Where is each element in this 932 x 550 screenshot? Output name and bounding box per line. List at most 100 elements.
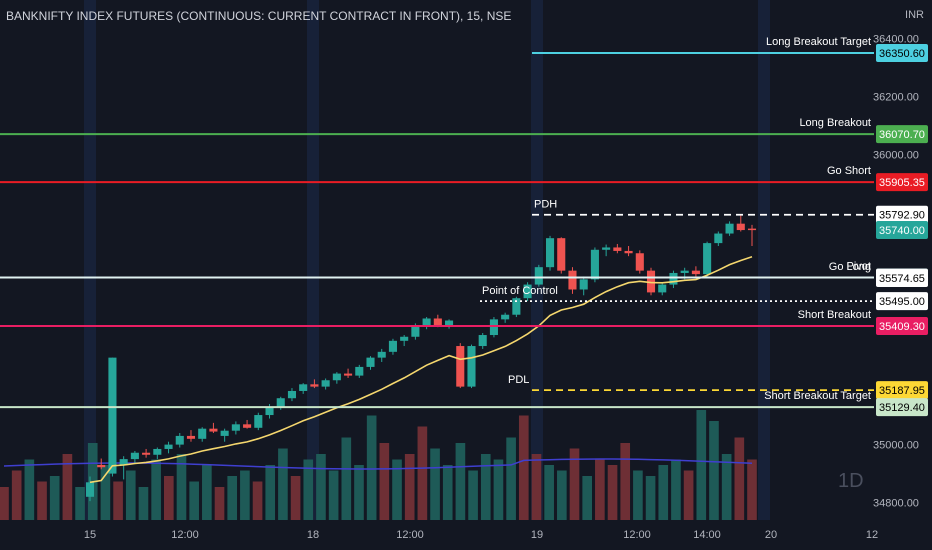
level-label: PDH xyxy=(534,199,557,211)
volume-bar xyxy=(582,476,593,520)
level-label: PDL xyxy=(508,374,529,386)
candle-body xyxy=(512,298,521,315)
price-tag-label: 35187.95 xyxy=(879,385,925,397)
volume-bar xyxy=(100,465,111,520)
time-axis-tick: 12 xyxy=(866,529,878,541)
volume-bar xyxy=(11,470,22,520)
price-axis-tick: 36000.00 xyxy=(873,150,919,162)
candle-body xyxy=(377,351,386,358)
volume-bar xyxy=(75,487,85,520)
volume-bar xyxy=(341,437,352,520)
candle-body xyxy=(97,464,106,468)
candle-body xyxy=(445,320,454,326)
price-tag xyxy=(876,292,928,311)
volume-bar xyxy=(176,454,187,520)
candle-body xyxy=(579,279,588,290)
candle-body xyxy=(265,406,274,416)
candle-body xyxy=(142,452,151,455)
candle-body xyxy=(635,253,644,271)
volume-bar xyxy=(404,454,415,520)
volume-bar xyxy=(645,476,656,520)
time-axis-tick: 12:00 xyxy=(623,529,651,541)
price-tag xyxy=(876,269,928,288)
candle-body xyxy=(400,336,409,341)
candle-body xyxy=(164,444,173,449)
level-label: Go Long xyxy=(829,261,871,273)
volume-bar xyxy=(265,465,276,520)
candle-body xyxy=(119,459,128,465)
level-label: Go Short xyxy=(827,165,871,177)
candle-body xyxy=(590,249,599,280)
candle-body xyxy=(209,428,218,432)
volume-bar xyxy=(518,415,529,520)
level-label: Long Breakout xyxy=(799,117,871,129)
volume-bar xyxy=(278,448,288,520)
price-axis-tick: 36200.00 xyxy=(873,92,919,104)
volume-bar xyxy=(417,426,428,520)
candle-body xyxy=(568,270,577,290)
price-tag-label: 35495.00 xyxy=(879,296,925,308)
volume-bar xyxy=(227,476,238,520)
volume-bar xyxy=(290,476,301,520)
volume-bar xyxy=(569,448,580,520)
volume-bar xyxy=(202,465,212,520)
session-separator xyxy=(758,0,770,520)
candle-body xyxy=(646,270,656,293)
volume-bar xyxy=(442,465,453,520)
price-axis-tick: 34800.00 xyxy=(873,498,919,510)
level-label: Long Breakout Target xyxy=(766,36,871,48)
level-label: Short Breakout Target xyxy=(764,390,871,402)
volume-bar xyxy=(62,454,73,520)
session-separator xyxy=(307,0,319,520)
price-tag-label: 35574.65 xyxy=(879,273,925,285)
time-axis-tick: 19 xyxy=(531,529,543,541)
candle-body xyxy=(489,319,498,336)
volume-bar xyxy=(113,481,123,520)
candle-body xyxy=(680,270,689,273)
price-tag-label: 35792.90 xyxy=(879,210,925,222)
volume-bar xyxy=(455,443,466,520)
volume-bar xyxy=(328,470,339,520)
volume-bar xyxy=(468,470,478,520)
volume-bar xyxy=(683,470,694,520)
candle-body xyxy=(467,346,476,387)
level-label: Short Breakout xyxy=(798,309,871,321)
volume-bar xyxy=(544,465,554,520)
candle-body xyxy=(658,284,667,293)
candle-body xyxy=(344,373,353,376)
price-tag xyxy=(876,173,928,192)
time-axis-tick: 20 xyxy=(765,529,777,541)
price-tag xyxy=(876,316,928,335)
candle-body xyxy=(725,223,734,234)
volume-bar xyxy=(354,465,364,520)
volume-bar xyxy=(151,459,161,520)
price-axis-tick: 35000.00 xyxy=(873,440,919,452)
candle-body xyxy=(411,325,420,337)
candle-body xyxy=(220,430,229,436)
price-tag-label: 36350.60 xyxy=(879,48,925,60)
volume-bar xyxy=(37,481,47,520)
price-tag xyxy=(876,221,928,240)
candle-body xyxy=(624,250,633,254)
candle-body xyxy=(276,398,285,407)
volume-bar xyxy=(240,470,250,520)
volume-bar xyxy=(0,487,9,520)
volume-bar xyxy=(709,421,719,520)
candle-body xyxy=(602,247,611,250)
time-axis-tick: 14:00 xyxy=(693,529,721,541)
volume-bar xyxy=(24,459,35,520)
volume-bar xyxy=(747,459,757,520)
candle-body xyxy=(545,238,555,268)
candle-body xyxy=(714,233,723,244)
candle-body xyxy=(198,428,207,439)
volume-bar xyxy=(607,465,618,520)
candle-body xyxy=(501,314,510,320)
price-tag-label: 35740.00 xyxy=(879,225,925,237)
volume-bar xyxy=(658,465,669,520)
volume-bar xyxy=(721,454,732,520)
volume-bar xyxy=(316,454,326,520)
currency-label: INR xyxy=(905,9,924,21)
candle-body xyxy=(231,424,240,431)
